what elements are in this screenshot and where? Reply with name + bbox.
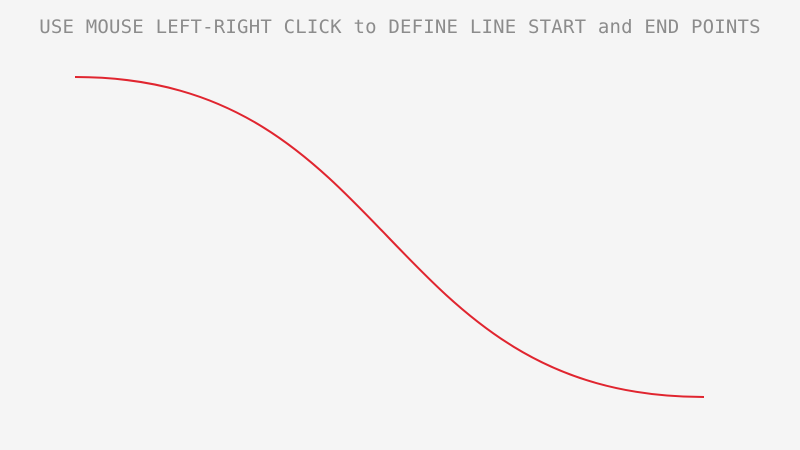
- instruction-text: USE MOUSE LEFT-RIGHT CLICK to DEFINE LIN…: [39, 16, 761, 38]
- bezier-curve-line: [74, 76, 705, 398]
